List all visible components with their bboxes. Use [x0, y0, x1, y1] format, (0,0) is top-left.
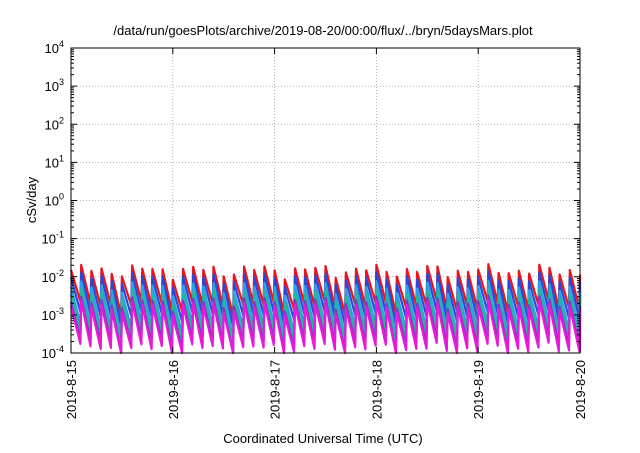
- series-line: [69, 299, 582, 355]
- y-tick-label: 103: [45, 77, 64, 94]
- chart-title: /data/run/goesPlots/archive/2019-08-20/0…: [113, 23, 533, 38]
- x-tick-label: 2019-8-20: [573, 360, 588, 419]
- tick-layer: [70, 47, 581, 354]
- series-layer: [69, 263, 582, 355]
- x-axis-label: Coordinated Universal Time (UTC): [223, 431, 422, 446]
- x-tick-label: 2019-8-17: [268, 360, 283, 419]
- y-tick-label: 104: [45, 39, 64, 56]
- series-line: [69, 270, 582, 328]
- series-line: [69, 263, 582, 317]
- y-tick-label: 10-4: [42, 344, 64, 361]
- x-tick-labels: 2019-8-15 2019-8-16 2019-8-17 2019-8-18 2019…: [64, 360, 588, 419]
- y-tick-label: 100: [45, 192, 64, 209]
- y-tick-label: 101: [45, 153, 64, 170]
- y-axis-label: cSv/day: [24, 176, 39, 223]
- x-tick-label: 2019-8-16: [166, 360, 181, 419]
- series-line: [69, 287, 582, 346]
- y-tick-label: 10-1: [42, 230, 64, 247]
- x-tick-label: 2019-8-19: [471, 360, 486, 419]
- x-tick-label: 2019-8-15: [64, 360, 79, 419]
- x-tick-label: 2019-8-18: [369, 360, 384, 419]
- y-tick-labels: 104 103 102 101 100 10-1 10-2 10-3 10-4: [42, 39, 64, 361]
- series-line: [69, 279, 582, 339]
- y-tick-label: 10-3: [42, 306, 64, 323]
- y-tick-label: 10-2: [42, 268, 64, 285]
- y-tick-label: 102: [45, 115, 64, 132]
